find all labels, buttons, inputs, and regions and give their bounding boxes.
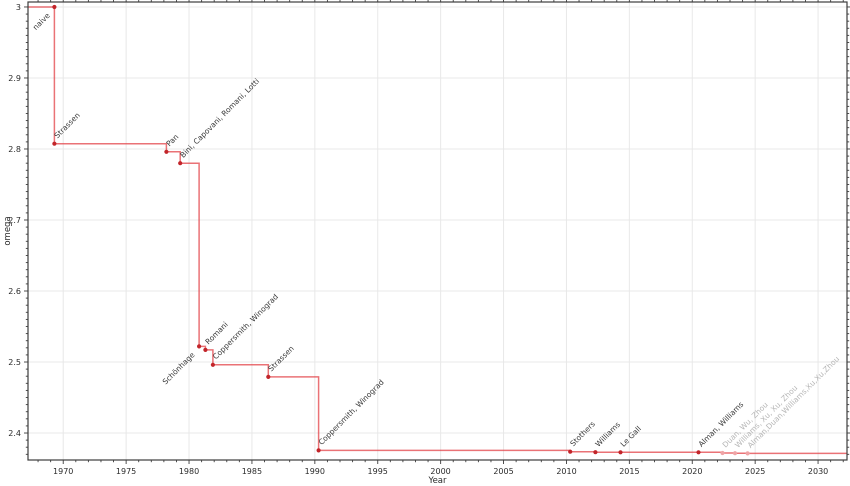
y-tick-label: 2.5 (8, 358, 21, 367)
data-point (210, 362, 215, 367)
step-line (28, 6, 847, 455)
y-tick-label: 3 (16, 3, 21, 12)
x-tick-label: 2005 (493, 467, 513, 476)
y-tick-label: 2.8 (8, 145, 21, 154)
data-point (720, 450, 725, 456)
point-annotation: Bini, Capovani, Romani, Lotti (178, 77, 261, 160)
point-annotation: Le Gall (619, 424, 643, 448)
x-tick-label: 2025 (745, 467, 765, 476)
point-annotation: Schönhage (161, 350, 197, 386)
data-point (203, 347, 208, 352)
data-point (593, 450, 598, 455)
point-annotation: naive (31, 11, 52, 32)
x-tick-label: 2000 (430, 467, 450, 476)
data-point (52, 4, 57, 10)
x-tick-label: 1970 (53, 467, 73, 476)
data-point (745, 451, 750, 456)
data-point (618, 450, 623, 455)
x-tick-label: 1980 (179, 467, 199, 476)
grid-lines (28, 2, 847, 460)
data-point (568, 449, 573, 454)
x-tick-label: 2015 (619, 467, 639, 476)
y-tick-label: 2.7 (8, 216, 21, 225)
data-point (197, 344, 202, 349)
axis-ticks (24, 0, 850, 464)
x-tick-label: 2030 (808, 467, 828, 476)
y-tick-label: 2.9 (8, 74, 21, 83)
y-tick-label: 2.4 (8, 429, 21, 438)
data-point (266, 374, 271, 379)
data-point (178, 161, 183, 166)
x-tick-label: 1995 (368, 467, 388, 476)
point-annotation: Strassen (266, 344, 296, 374)
tick-labels: 1970 1975 1980 1985 1990 1995 2000 2005 2010 2015… (8, 3, 828, 476)
data-points (52, 4, 750, 456)
x-tick-label: 2020 (682, 467, 702, 476)
x-tick-label: 1975 (116, 467, 136, 476)
data-point (732, 451, 738, 456)
data-point (316, 448, 321, 453)
y-axis-label: omega (3, 216, 13, 245)
y-tick-label: 2.6 (8, 287, 21, 296)
x-tick-label: 2010 (556, 467, 576, 476)
x-tick-label: 1990 (305, 467, 325, 476)
point-annotation: Williams, Xu, Xu, Zhou (733, 383, 799, 449)
point-annotation: Stothers (568, 419, 597, 448)
data-point (164, 149, 169, 154)
point-annotation: Williams (593, 420, 622, 449)
plot-frame (27, 1, 848, 461)
data-point (52, 141, 57, 146)
point-annotation: Alman,Duan,Williams,Xu,Xu,Zhou (746, 354, 842, 450)
point-annotation: Coppersmith, Winograd (317, 378, 386, 447)
x-axis-label: Year (428, 476, 448, 486)
point-annotation: Strassen (52, 111, 82, 141)
x-tick-label: 1985 (242, 467, 262, 476)
data-point (696, 450, 701, 455)
omega-step-path (28, 6, 847, 455)
axes-frame (27, 1, 848, 461)
